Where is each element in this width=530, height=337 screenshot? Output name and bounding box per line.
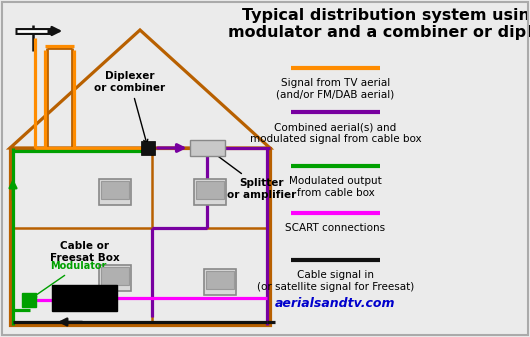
Bar: [141, 141, 155, 155]
Bar: [190, 140, 225, 156]
Text: Typical distribution system using a
modulator and a combiner or diplexer: Typical distribution system using a modu…: [228, 8, 530, 40]
Bar: [22, 293, 36, 307]
Text: Cable signal in
(or satellite signal for Freesat): Cable signal in (or satellite signal for…: [257, 270, 414, 292]
Text: Modulator: Modulator: [32, 261, 107, 298]
Bar: [206, 271, 234, 289]
Text: Modulated output
from cable box: Modulated output from cable box: [289, 176, 382, 197]
Bar: [194, 179, 226, 205]
Bar: [101, 181, 129, 199]
Text: Combined aerial(s) and
modulated signal from cable box: Combined aerial(s) and modulated signal …: [250, 122, 421, 144]
Bar: [204, 269, 236, 295]
Bar: [101, 267, 129, 285]
Bar: [196, 181, 224, 199]
Text: aerialsandtv.com: aerialsandtv.com: [275, 297, 396, 310]
Text: Cable or
Freesat Box: Cable or Freesat Box: [50, 241, 119, 263]
Text: Diplexer
or combiner: Diplexer or combiner: [94, 71, 165, 144]
Bar: [99, 179, 131, 205]
Bar: [10, 148, 270, 325]
Bar: [52, 285, 117, 311]
Text: SCART connections: SCART connections: [286, 223, 385, 233]
Text: Splitter
or amplifier: Splitter or amplifier: [210, 151, 297, 200]
Text: Signal from TV aerial
(and/or FM/DAB aerial): Signal from TV aerial (and/or FM/DAB aer…: [276, 78, 395, 100]
Bar: [99, 265, 131, 291]
